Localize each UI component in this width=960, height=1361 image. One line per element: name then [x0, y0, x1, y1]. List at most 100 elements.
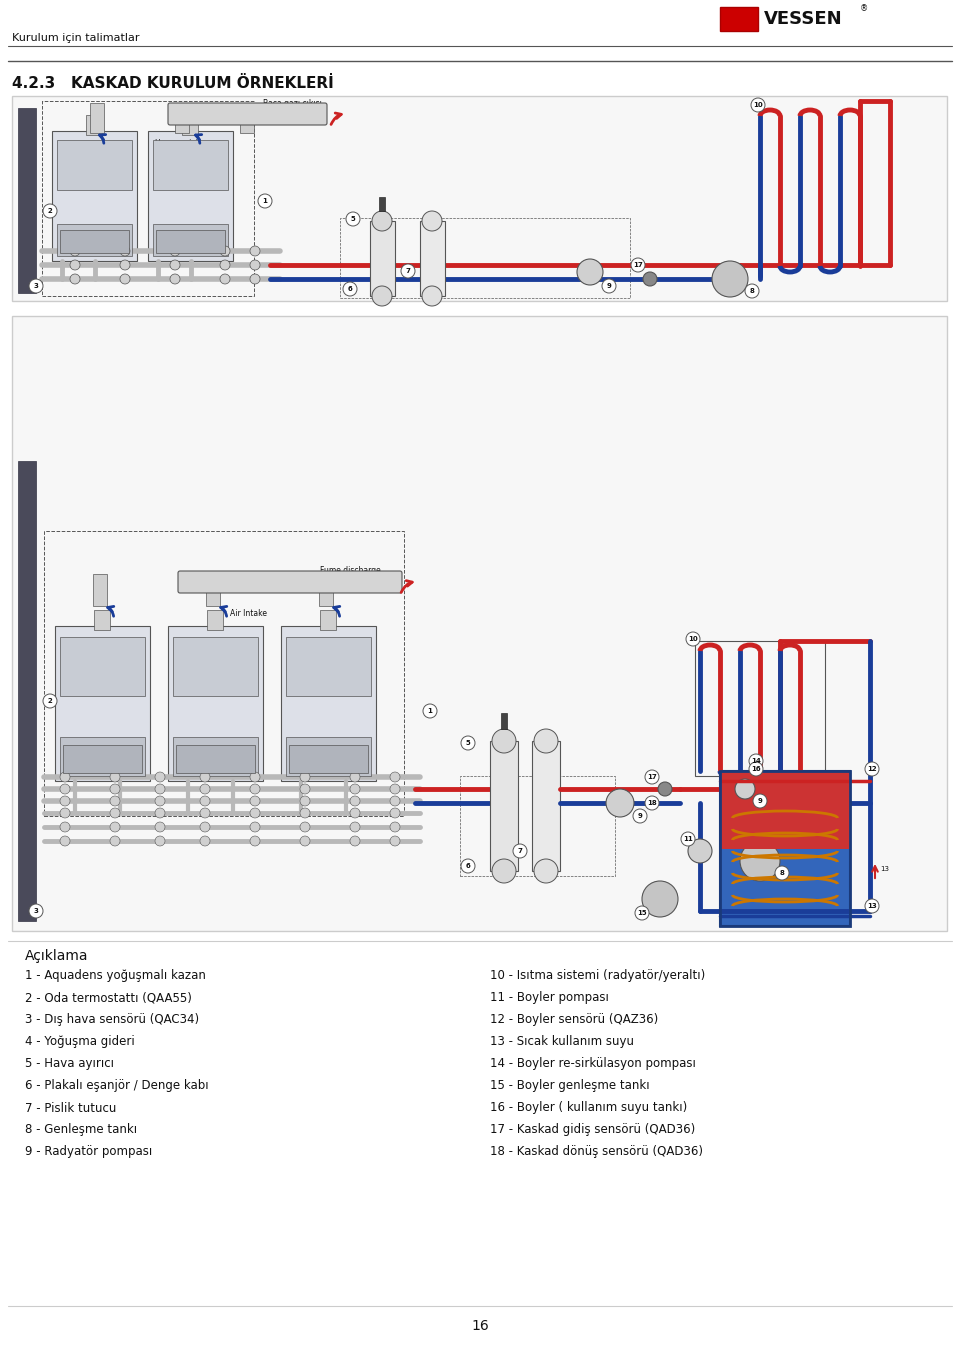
Text: ®: ®: [860, 4, 868, 14]
Circle shape: [350, 772, 360, 783]
Bar: [240, 103, 254, 133]
Circle shape: [422, 286, 442, 306]
Text: 3: 3: [34, 908, 38, 915]
Text: 12 - Boyler sensörü (QAZ36): 12 - Boyler sensörü (QAZ36): [490, 1014, 659, 1026]
Circle shape: [220, 246, 230, 256]
FancyBboxPatch shape: [168, 103, 327, 125]
Circle shape: [110, 808, 120, 818]
Text: 8 - Genleşme tankı: 8 - Genleşme tankı: [25, 1123, 137, 1136]
Circle shape: [606, 789, 634, 817]
Circle shape: [60, 772, 70, 783]
Text: 10: 10: [754, 102, 763, 108]
Circle shape: [751, 98, 765, 112]
Circle shape: [258, 195, 272, 208]
Circle shape: [390, 808, 400, 818]
Circle shape: [346, 212, 360, 226]
Text: 5: 5: [466, 740, 470, 746]
Bar: [379, 197, 385, 211]
Bar: [55, 626, 150, 781]
FancyBboxPatch shape: [178, 572, 402, 593]
Text: Kurulum için talimatlar: Kurulum için talimatlar: [12, 33, 139, 44]
Circle shape: [300, 808, 310, 818]
Text: ▶: ▶: [587, 267, 593, 278]
Bar: [281, 626, 376, 781]
Bar: [156, 230, 225, 253]
Circle shape: [461, 859, 475, 872]
Circle shape: [60, 796, 70, 806]
Text: V: V: [732, 10, 746, 29]
Circle shape: [300, 836, 310, 847]
Bar: [12, 97, 947, 301]
Circle shape: [401, 264, 415, 278]
Circle shape: [110, 796, 120, 806]
Circle shape: [250, 784, 260, 793]
Text: 13 - Sıcak kullanım suyu: 13 - Sıcak kullanım suyu: [490, 1036, 634, 1048]
Bar: [60, 738, 145, 776]
Circle shape: [740, 841, 780, 881]
Circle shape: [658, 783, 672, 796]
Circle shape: [300, 784, 310, 793]
Circle shape: [155, 808, 165, 818]
Text: 4 - Yoğuşma gideri: 4 - Yoğuşma gideri: [25, 1036, 134, 1048]
Circle shape: [300, 772, 310, 783]
Circle shape: [390, 772, 400, 783]
Circle shape: [390, 784, 400, 793]
Circle shape: [390, 796, 400, 806]
Bar: [175, 103, 189, 133]
Circle shape: [60, 808, 70, 818]
Circle shape: [70, 246, 80, 256]
Circle shape: [220, 274, 230, 284]
Circle shape: [155, 772, 165, 783]
Text: 17: 17: [647, 774, 657, 780]
Circle shape: [631, 259, 645, 272]
Circle shape: [300, 822, 310, 832]
Bar: [60, 637, 145, 695]
Text: 12: 12: [867, 766, 876, 772]
Text: ▶: ▶: [616, 798, 624, 808]
Text: Fume discharge: Fume discharge: [320, 566, 381, 574]
Bar: [720, 772, 850, 849]
Text: 1: 1: [427, 708, 432, 715]
Circle shape: [70, 274, 80, 284]
Bar: [153, 223, 228, 256]
Text: 9: 9: [637, 813, 642, 819]
Bar: [207, 610, 223, 630]
Bar: [90, 103, 104, 133]
Bar: [173, 738, 258, 776]
Text: 7 - Pislik tutucu: 7 - Pislik tutucu: [25, 1101, 116, 1115]
Circle shape: [200, 772, 210, 783]
Text: 15: 15: [637, 911, 647, 916]
Bar: [12, 316, 947, 931]
Text: 15 - Boyler genleşme tankı: 15 - Boyler genleşme tankı: [490, 1079, 650, 1093]
Bar: [206, 574, 220, 606]
Circle shape: [749, 754, 763, 768]
Circle shape: [681, 832, 695, 847]
Text: 13: 13: [867, 902, 876, 909]
Circle shape: [70, 260, 80, 269]
Text: 11: 11: [684, 836, 693, 842]
Circle shape: [110, 784, 120, 793]
Bar: [18, 108, 36, 293]
Circle shape: [43, 204, 57, 218]
Text: Baca gazı çıkışı: Baca gazı çıkışı: [263, 98, 322, 108]
Circle shape: [635, 906, 649, 920]
Text: 16: 16: [471, 1319, 489, 1332]
Circle shape: [390, 822, 400, 832]
Text: 14 - Boyler re-sirkülasyon pompası: 14 - Boyler re-sirkülasyon pompası: [490, 1057, 696, 1071]
Bar: [63, 744, 142, 773]
Circle shape: [461, 736, 475, 750]
Circle shape: [633, 808, 647, 823]
Bar: [720, 770, 850, 925]
Circle shape: [250, 796, 260, 806]
Circle shape: [60, 836, 70, 847]
Bar: [176, 744, 255, 773]
Bar: [52, 131, 137, 261]
Bar: [501, 713, 507, 729]
Bar: [532, 740, 560, 871]
Circle shape: [200, 822, 210, 832]
Circle shape: [390, 836, 400, 847]
Circle shape: [120, 246, 130, 256]
Text: 10: 10: [688, 636, 698, 642]
Text: 5: 5: [350, 216, 355, 222]
Circle shape: [120, 260, 130, 269]
